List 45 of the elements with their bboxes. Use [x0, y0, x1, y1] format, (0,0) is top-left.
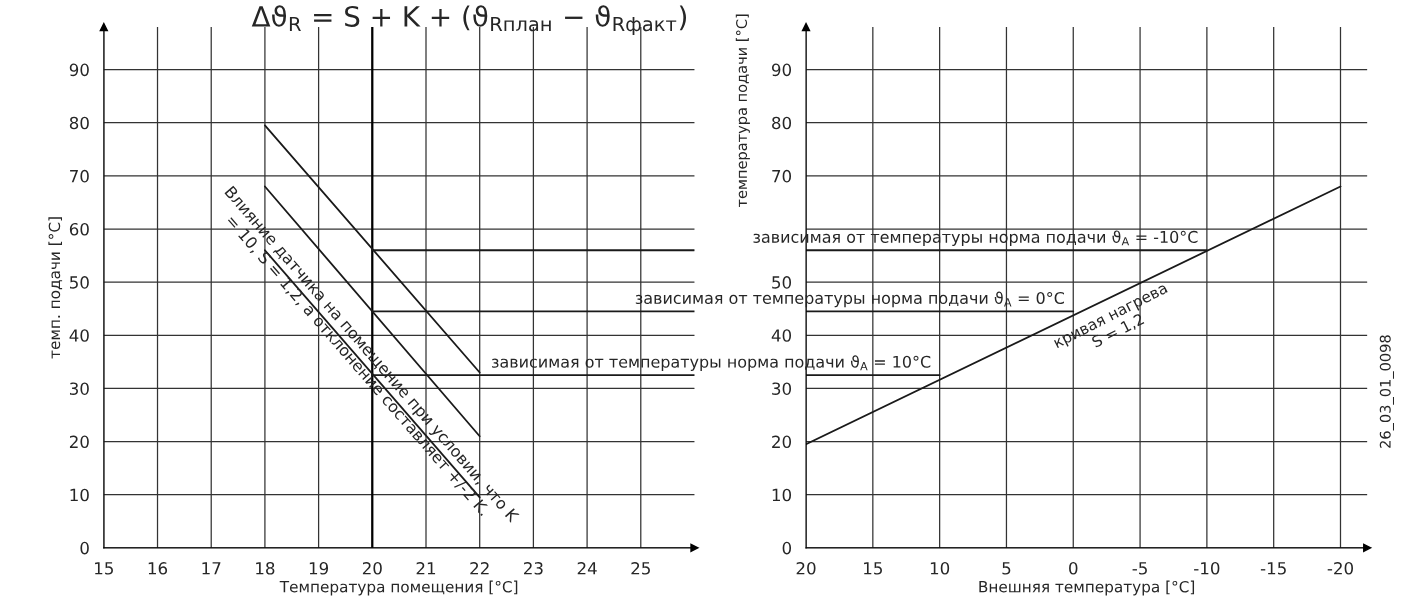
- x-axis-title: Температура помещения [°C]: [279, 580, 518, 596]
- text: 26_03_01_0098: [1379, 335, 1394, 448]
- y-tick-label: 90: [771, 63, 792, 77]
- x-tick-label: 20: [362, 562, 382, 575]
- x-tick-label: 21: [416, 562, 436, 575]
- y-tick-label: 20: [69, 435, 89, 449]
- y-tick-label: 0: [782, 541, 792, 555]
- y-tick-label: 80: [69, 116, 89, 130]
- y-tick-label: 0: [80, 541, 89, 555]
- x-tick-label: 18: [256, 562, 275, 575]
- y-tick-label: 10: [772, 488, 792, 502]
- y-tick-label: 30: [772, 382, 792, 395]
- y-tick-label: 40: [69, 329, 89, 342]
- x-tick-label: -10: [1194, 562, 1220, 575]
- x-tick-label: 16: [148, 562, 168, 575]
- y-tick-label: 20: [772, 435, 792, 449]
- y-tick-label: 90: [69, 63, 89, 77]
- x-tick-label: 25: [631, 562, 650, 575]
- x-tick-label: 23: [524, 562, 543, 575]
- x-tick-label: -5: [1132, 562, 1147, 575]
- y-axis-title: температура подачи [°C]: [735, 14, 750, 208]
- x-tick-label: 22: [470, 562, 489, 575]
- y-tick-label: 80: [772, 116, 792, 130]
- x-tick-label: 17: [202, 562, 221, 575]
- x-tick-label: 15: [864, 562, 882, 575]
- x-tick-label: 15: [95, 562, 113, 575]
- y-tick-label: 70: [70, 169, 89, 183]
- y-tick-label: 50: [70, 276, 89, 289]
- x-tick-label: -20: [1327, 562, 1353, 575]
- y-tick-label: 70: [772, 169, 792, 183]
- x-tick-label: 5: [1002, 562, 1011, 575]
- x-tick-label: 19: [309, 562, 329, 575]
- y-axis-title: темп. подачи [°C]: [48, 217, 63, 359]
- x-tick-label: 0: [1069, 562, 1078, 575]
- y-tick-label: 10: [70, 488, 89, 502]
- y-tick-label: 30: [70, 382, 89, 395]
- x-tick-label: -15: [1260, 562, 1286, 575]
- x-tick-label: 10: [930, 562, 950, 575]
- x-tick-label: 24: [577, 562, 597, 575]
- y-tick-label: 50: [772, 276, 792, 289]
- y-tick-label: 60: [69, 222, 89, 236]
- y-tick-label: 40: [771, 329, 792, 342]
- x-tick-label: 20: [796, 562, 816, 575]
- chart-title: Δϑ$_{R}$ = S + K + (ϑ$_{Rплан}$ − ϑ$_{Rфакт}$): [251, 5, 687, 36]
- x-axis-title: Внешняя температура [°C]: [979, 580, 1195, 596]
